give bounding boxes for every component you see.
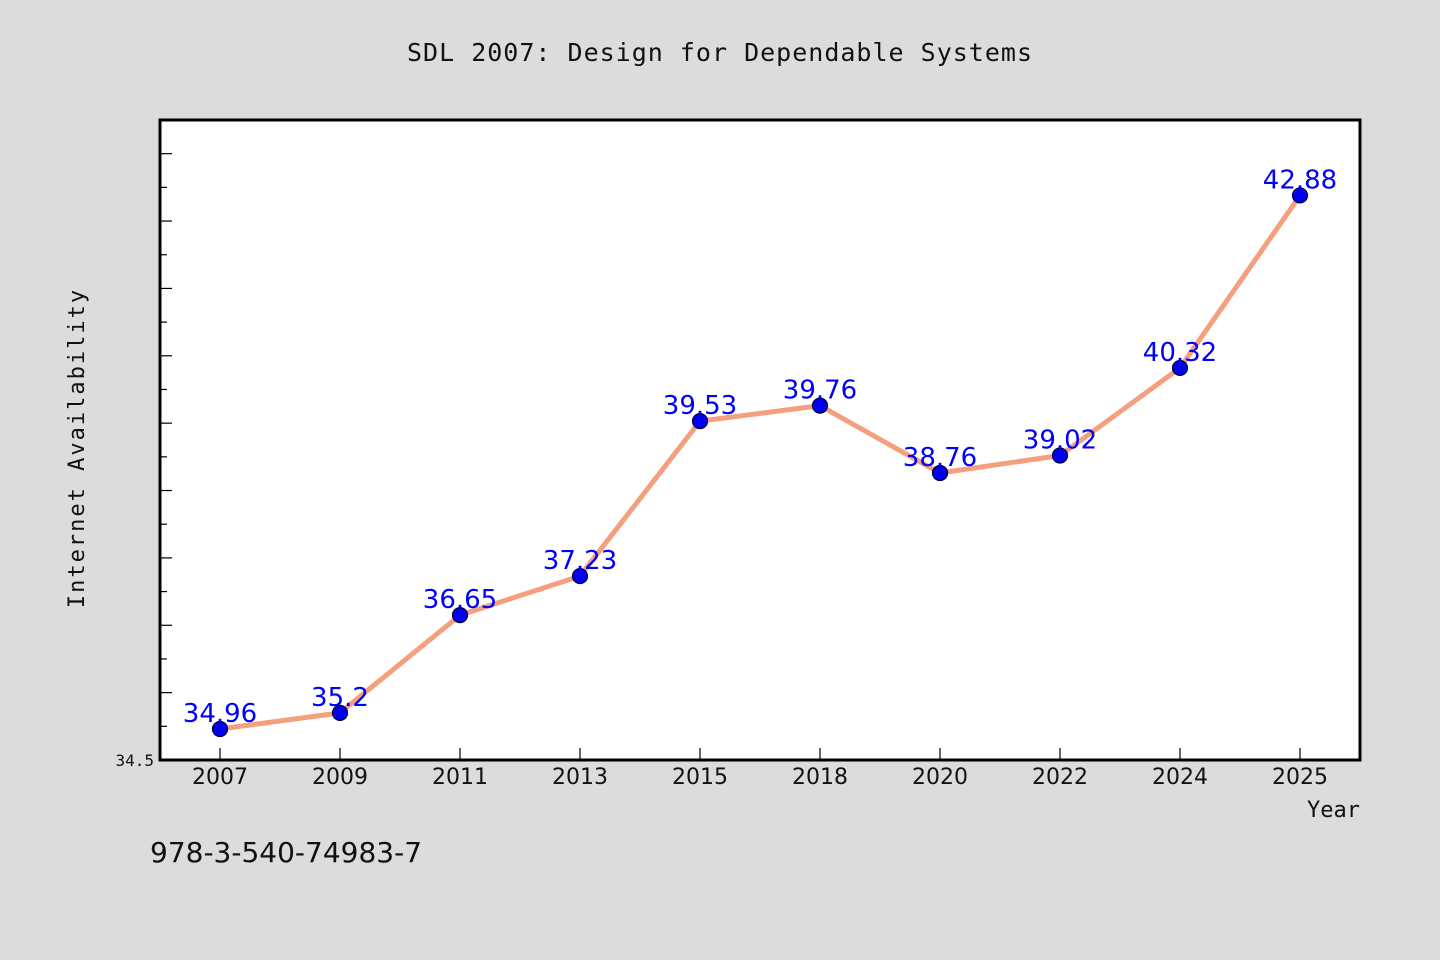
data-label: 38.76	[903, 443, 977, 473]
data-point	[331, 704, 349, 721]
data-label: 35.2	[311, 683, 369, 713]
data-point	[691, 413, 709, 430]
data-point	[1291, 187, 1309, 204]
data-label: 39.53	[663, 391, 737, 421]
y-axis-ticks	[160, 153, 172, 727]
data-point	[931, 464, 949, 482]
y-axis-tick-labels: 34.5	[115, 751, 154, 770]
data-label: 39.76	[783, 376, 857, 406]
data-label: 40.32	[1143, 338, 1217, 368]
series-line-group	[217, 192, 1303, 732]
data-point	[1171, 359, 1189, 377]
isbn-annotation: 978-3-540-74983-7	[150, 836, 422, 869]
data-point	[211, 720, 229, 738]
x-tick-label: 2024	[1152, 765, 1208, 790]
plot-area	[158, 118, 1362, 762]
x-tick-label: 2007	[192, 765, 248, 790]
data-label: 37.23	[543, 546, 617, 576]
data-markers	[211, 187, 1309, 738]
x-tick-label: 2013	[552, 765, 608, 790]
chart-title: SDL 2007: Design for Dependable Systems	[407, 38, 1033, 67]
x-tick-label: 2018	[792, 765, 848, 790]
x-tick-label: 2015	[672, 765, 728, 790]
x-tick-label: 2009	[312, 765, 368, 790]
x-axis-label: Year	[1307, 798, 1360, 823]
data-point	[811, 397, 829, 414]
data-label: 34.96	[183, 699, 257, 729]
y-tick-label: 34.5	[115, 751, 154, 770]
data-point	[1051, 447, 1069, 464]
data-labels: 34.96 35.2 36.65 37.23 39.53 39.76 38.76 39.02 4…	[183, 165, 1337, 729]
x-axis-tick-labels: 2007 2009 2011 2013 2015 2018 2020 2022 2024 2025	[192, 765, 1328, 790]
data-label: 39.02	[1023, 425, 1097, 455]
x-tick-label: 2025	[1272, 765, 1328, 790]
data-point	[451, 607, 469, 624]
y-axis-label: Internet Availability	[65, 288, 90, 608]
data-label: 36.65	[423, 585, 497, 615]
x-tick-label: 2022	[1032, 765, 1088, 790]
x-tick-label: 2011	[432, 765, 488, 790]
x-axis-ticks	[219, 748, 1301, 760]
data-label: 42.88	[1263, 165, 1337, 195]
x-tick-label: 2020	[912, 765, 968, 790]
data-point	[571, 567, 589, 585]
series-line	[217, 192, 1303, 732]
